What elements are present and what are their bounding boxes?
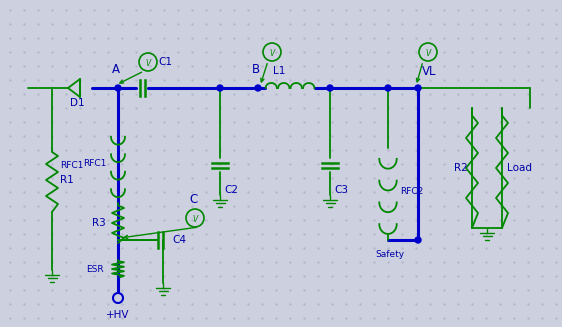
Text: B: B — [252, 63, 260, 76]
Text: C2: C2 — [224, 185, 238, 195]
Circle shape — [385, 85, 391, 91]
Text: R1: R1 — [60, 175, 74, 185]
Text: ESR: ESR — [87, 266, 104, 274]
Text: VL: VL — [422, 65, 437, 78]
Text: L1: L1 — [273, 66, 285, 76]
Circle shape — [217, 85, 223, 91]
Text: D1: D1 — [70, 98, 85, 108]
Text: V: V — [425, 48, 430, 58]
Text: Load: Load — [507, 163, 532, 173]
Text: C1: C1 — [158, 57, 172, 67]
Text: +HV: +HV — [106, 310, 130, 320]
Text: V: V — [146, 59, 151, 67]
Text: RFC1: RFC1 — [83, 159, 106, 167]
Text: C: C — [189, 193, 197, 206]
Text: R3: R3 — [92, 218, 106, 228]
Circle shape — [255, 85, 261, 91]
Text: V: V — [269, 48, 275, 58]
Text: R2: R2 — [454, 163, 468, 173]
Text: C3: C3 — [334, 185, 348, 195]
Text: Safety: Safety — [375, 250, 405, 259]
Circle shape — [415, 237, 421, 243]
Circle shape — [115, 85, 121, 91]
Circle shape — [327, 85, 333, 91]
Text: A: A — [112, 63, 120, 76]
Text: C4: C4 — [172, 235, 186, 245]
Circle shape — [415, 85, 421, 91]
Text: V: V — [192, 215, 198, 223]
Text: RFC2: RFC2 — [400, 187, 423, 196]
Text: RFC1: RFC1 — [60, 161, 83, 169]
